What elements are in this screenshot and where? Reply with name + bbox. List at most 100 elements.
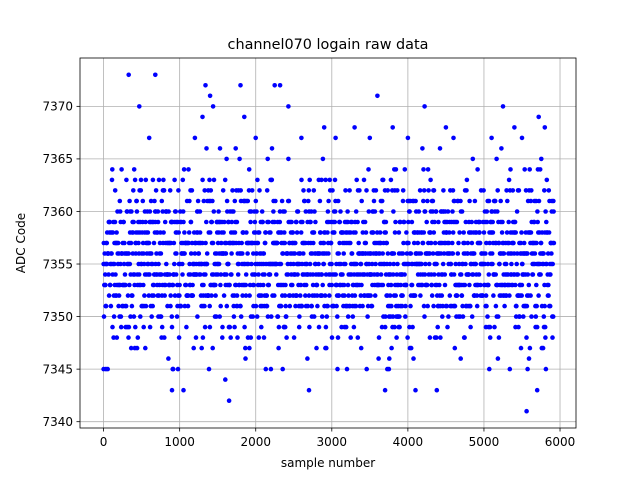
data-point <box>257 188 262 193</box>
data-point <box>335 366 340 372</box>
data-point <box>271 209 276 214</box>
data-point <box>335 198 341 204</box>
data-point <box>422 104 427 109</box>
data-point <box>220 324 225 330</box>
data-point <box>161 188 167 193</box>
data-point <box>427 261 432 267</box>
data-point <box>353 230 358 235</box>
data-point <box>346 293 351 298</box>
data-point <box>345 219 351 225</box>
data-point <box>393 293 399 298</box>
data-point <box>480 293 486 298</box>
data-point <box>131 167 137 172</box>
data-point <box>357 188 362 193</box>
data-point <box>223 251 229 256</box>
data-point <box>316 324 322 330</box>
data-point <box>263 366 269 372</box>
y-axis-label: ADC Code <box>14 213 28 273</box>
data-point <box>146 240 152 246</box>
data-point <box>159 198 165 204</box>
data-point <box>282 209 287 214</box>
data-point <box>293 303 298 309</box>
data-point <box>442 282 448 288</box>
data-point <box>446 314 451 319</box>
data-point <box>223 377 228 382</box>
data-point <box>447 293 453 298</box>
data-point <box>227 282 232 288</box>
data-point <box>525 366 530 372</box>
data-point <box>151 240 157 246</box>
data-point <box>114 230 119 235</box>
data-point <box>546 230 552 235</box>
data-point <box>201 282 206 288</box>
data-point <box>321 261 327 267</box>
data-point <box>263 230 268 235</box>
data-point <box>186 230 192 235</box>
data-point <box>192 251 198 256</box>
data-point <box>534 303 539 309</box>
data-point <box>436 219 441 225</box>
data-point <box>437 146 443 151</box>
data-point <box>420 146 425 151</box>
data-point <box>128 314 133 319</box>
data-point <box>463 219 469 225</box>
x-tick-label: 0 <box>100 435 108 449</box>
data-point <box>390 314 396 319</box>
data-point <box>254 251 259 256</box>
data-point <box>383 219 389 225</box>
data-point <box>528 198 534 204</box>
data-point <box>207 324 213 330</box>
data-point <box>147 324 153 330</box>
data-point <box>291 335 297 340</box>
data-point <box>129 209 134 214</box>
data-point <box>285 272 291 277</box>
data-point <box>485 261 491 267</box>
data-point <box>311 230 317 235</box>
data-point <box>547 303 553 309</box>
data-point <box>550 261 555 267</box>
data-point <box>207 230 213 235</box>
data-point <box>354 177 360 183</box>
data-point <box>101 314 107 319</box>
data-point <box>349 219 355 225</box>
data-point <box>167 188 173 193</box>
data-point <box>232 198 238 204</box>
data-point <box>286 156 291 162</box>
data-point <box>235 335 240 340</box>
data-point <box>490 261 495 267</box>
data-point <box>138 188 144 193</box>
data-point <box>217 146 223 151</box>
data-point <box>306 188 312 193</box>
data-point <box>146 293 152 298</box>
data-point <box>325 230 330 235</box>
data-point <box>103 282 108 288</box>
data-point <box>127 261 133 267</box>
data-point <box>176 188 181 193</box>
data-point <box>505 198 510 204</box>
data-point <box>216 209 221 214</box>
data-point <box>246 167 252 172</box>
data-point <box>461 230 467 235</box>
data-point <box>473 261 479 267</box>
data-point <box>150 177 156 183</box>
data-point <box>218 282 223 288</box>
data-point <box>472 198 478 204</box>
data-point <box>311 240 316 246</box>
data-point <box>422 209 428 214</box>
x-tick-label: 2000 <box>240 435 271 449</box>
data-point <box>397 314 402 319</box>
data-point <box>550 314 556 319</box>
data-point <box>278 303 284 309</box>
data-point <box>188 272 193 277</box>
data-point <box>280 251 286 256</box>
data-point <box>470 272 476 277</box>
data-point <box>360 303 365 309</box>
data-point <box>407 209 412 214</box>
data-point <box>237 156 242 162</box>
data-point <box>273 198 278 204</box>
data-point <box>143 345 148 351</box>
data-point <box>224 198 230 204</box>
data-point <box>395 188 400 193</box>
data-point <box>458 198 463 204</box>
